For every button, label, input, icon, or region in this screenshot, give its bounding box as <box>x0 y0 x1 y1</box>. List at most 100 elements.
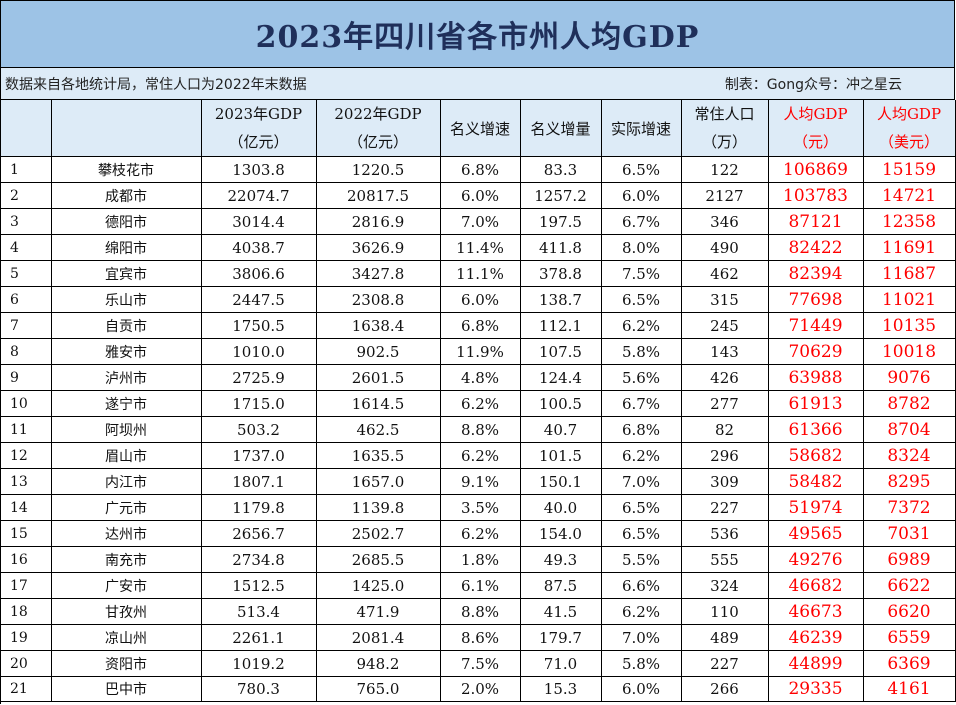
per-capita-cny-cell: 71449 <box>768 312 864 339</box>
nominal-growth-cell: 6.0% <box>440 182 521 209</box>
per-capita-usd-cell: 6620 <box>863 598 956 625</box>
per-capita-usd-cell: 10018 <box>863 338 956 365</box>
nominal-increase-cell: 41.5 <box>520 598 602 625</box>
city-cell: 阿坝州 <box>51 416 202 443</box>
table-row: 2 成都市 22074.7 20817.5 6.0% 1257.2 6.0% 2127 1037… <box>1 182 956 209</box>
population-cell: 346 <box>681 208 769 235</box>
nominal-increase-cell: 124.4 <box>520 364 602 391</box>
per-capita-usd-cell: 6989 <box>863 546 956 573</box>
per-capita-usd-cell: 11691 <box>863 234 956 261</box>
city-cell: 达州市 <box>51 520 202 547</box>
gdp-table: 2023年GDP （亿元） 2022年GDP （亿元） 名义增速 名义增量 实际… <box>1 100 956 702</box>
population-cell: 490 <box>681 234 769 261</box>
nominal-growth-cell: 6.2% <box>440 442 521 469</box>
real-growth-cell: 6.6% <box>601 572 682 599</box>
gdp-2023-cell: 3014.4 <box>201 208 317 235</box>
header-per-capita-usd-unit: （美元） <box>878 133 939 151</box>
gdp-2023-cell: 1715.0 <box>201 390 317 417</box>
table-row: 4 绵阳市 4038.7 3626.9 11.4% 411.8 8.0% 490 82422 11… <box>1 234 956 261</box>
table-row: 10 遂宁市 1715.0 1614.5 6.2% 100.5 6.7% 277 61913 87… <box>1 390 956 417</box>
city-cell: 巴中市 <box>51 676 202 702</box>
gdp-2023-cell: 1807.1 <box>201 468 317 495</box>
gdp-2023-cell: 1737.0 <box>201 442 317 469</box>
table-row: 21 巴中市 780.3 765.0 2.0% 15.3 6.0% 266 29335 4161 <box>1 676 956 702</box>
header-population-label: 常住人口 <box>694 105 755 123</box>
nominal-increase-cell: 138.7 <box>520 286 602 313</box>
gdp-2022-cell: 1638.4 <box>316 312 441 339</box>
header-gdp-2023-unit: （亿元） <box>228 133 289 151</box>
header-nominal-increase: 名义增量 <box>520 100 602 157</box>
gdp-2022-cell: 471.9 <box>316 598 441 625</box>
city-cell: 宜宾市 <box>51 260 202 287</box>
nominal-growth-cell: 6.2% <box>440 390 521 417</box>
gdp-2023-cell: 2656.7 <box>201 520 317 547</box>
table-row: 8 雅安市 1010.0 902.5 11.9% 107.5 5.8% 143 70629 100… <box>1 338 956 365</box>
city-cell: 广安市 <box>51 572 202 599</box>
nominal-increase-cell: 179.7 <box>520 624 602 651</box>
rank-cell: 15 <box>1 520 52 547</box>
nominal-increase-cell: 107.5 <box>520 338 602 365</box>
city-cell: 乐山市 <box>51 286 202 313</box>
per-capita-cny-cell: 61913 <box>768 390 864 417</box>
nominal-growth-cell: 7.0% <box>440 208 521 235</box>
author-credit: 制表：Gong众号：冲之星云 <box>724 76 902 93</box>
gdp-2022-cell: 2685.5 <box>316 546 441 573</box>
nominal-growth-cell: 8.8% <box>440 598 521 625</box>
per-capita-cny-cell: 58482 <box>768 468 864 495</box>
real-growth-cell: 6.5% <box>601 494 682 521</box>
page-title: 2023年四川省各市州人均GDP <box>255 20 700 55</box>
population-cell: 227 <box>681 494 769 521</box>
per-capita-usd-cell: 11687 <box>863 260 956 287</box>
gdp-2023-cell: 2261.1 <box>201 624 317 651</box>
rank-cell: 5 <box>1 260 52 287</box>
per-capita-cny-cell: 44899 <box>768 650 864 677</box>
rank-cell: 7 <box>1 312 52 339</box>
city-cell: 凉山州 <box>51 624 202 651</box>
per-capita-cny-cell: 82394 <box>768 260 864 287</box>
population-cell: 277 <box>681 390 769 417</box>
city-cell: 资阳市 <box>51 650 202 677</box>
real-growth-cell: 5.8% <box>601 338 682 365</box>
header-city <box>51 100 202 157</box>
per-capita-cny-cell: 77698 <box>768 286 864 313</box>
per-capita-cny-cell: 106869 <box>768 156 864 183</box>
city-cell: 泸州市 <box>51 364 202 391</box>
per-capita-cny-cell: 58682 <box>768 442 864 469</box>
header-population-unit: （万） <box>701 133 747 151</box>
population-cell: 245 <box>681 312 769 339</box>
per-capita-cny-cell: 103783 <box>768 182 864 209</box>
gdp-2023-cell: 1303.8 <box>201 156 317 183</box>
real-growth-cell: 6.5% <box>601 286 682 313</box>
population-cell: 309 <box>681 468 769 495</box>
nominal-growth-cell: 1.8% <box>440 546 521 573</box>
header-row: 2023年GDP （亿元） 2022年GDP （亿元） 名义增速 名义增量 实际… <box>1 100 956 157</box>
table-row: 13 内江市 1807.1 1657.0 9.1% 150.1 7.0% 309 58482 82… <box>1 468 956 495</box>
gdp-2022-cell: 1425.0 <box>316 572 441 599</box>
nominal-increase-cell: 83.3 <box>520 156 602 183</box>
real-growth-cell: 6.7% <box>601 208 682 235</box>
header-per-capita-cny-unit: （元） <box>792 133 838 151</box>
nominal-growth-cell: 11.4% <box>440 234 521 261</box>
header-real-growth: 实际增速 <box>601 100 682 157</box>
nominal-increase-cell: 197.5 <box>520 208 602 235</box>
per-capita-cny-cell: 61366 <box>768 416 864 443</box>
table-row: 11 阿坝州 503.2 462.5 8.8% 40.7 6.8% 82 61366 8704 <box>1 416 956 443</box>
nominal-growth-cell: 6.2% <box>440 520 521 547</box>
rank-cell: 9 <box>1 364 52 391</box>
per-capita-usd-cell: 8782 <box>863 390 956 417</box>
gdp-2022-cell: 462.5 <box>316 416 441 443</box>
header-population: 常住人口 （万） <box>681 100 769 157</box>
gdp-2022-cell: 1220.5 <box>316 156 441 183</box>
title-banner: 2023年四川省各市州人均GDP <box>1 1 955 68</box>
gdp-2022-cell: 3626.9 <box>316 234 441 261</box>
per-capita-usd-cell: 7031 <box>863 520 956 547</box>
table-row: 7 自贡市 1750.5 1638.4 6.8% 112.1 6.2% 245 71449 101… <box>1 312 956 339</box>
nominal-growth-cell: 11.9% <box>440 338 521 365</box>
table-row: 1 攀枝花市 1303.8 1220.5 6.8% 83.3 6.5% 122 106869 15… <box>1 156 956 183</box>
header-gdp-2023: 2023年GDP （亿元） <box>201 100 317 157</box>
population-cell: 122 <box>681 156 769 183</box>
rank-cell: 12 <box>1 442 52 469</box>
nominal-growth-cell: 8.6% <box>440 624 521 651</box>
gdp-2022-cell: 948.2 <box>316 650 441 677</box>
population-cell: 296 <box>681 442 769 469</box>
